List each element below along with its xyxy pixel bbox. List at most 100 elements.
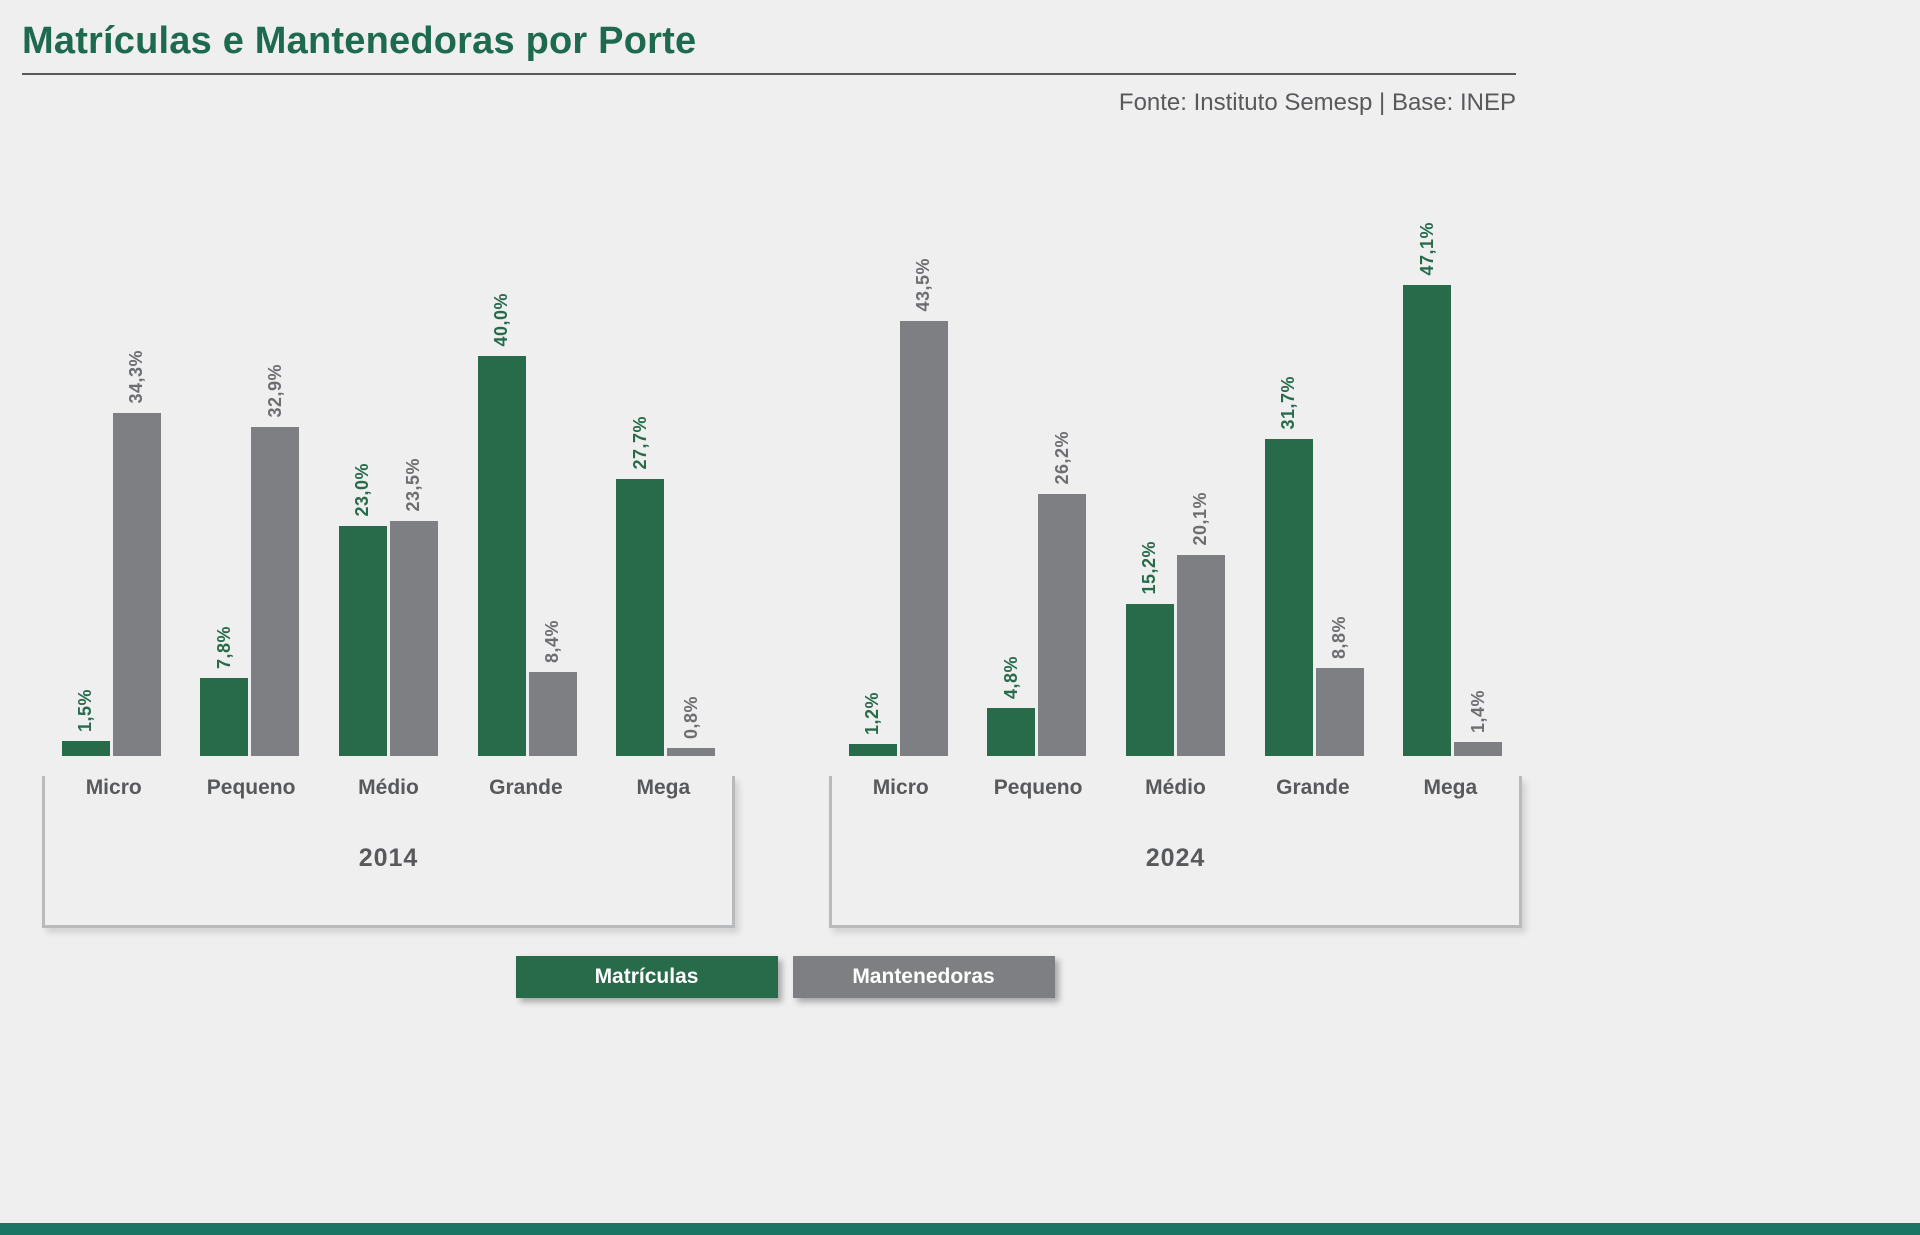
bar-matriculas bbox=[477, 356, 526, 756]
year-label-2014: 2014 bbox=[358, 844, 419, 872]
page-title: Matrículas e Mantenedoras por Porte bbox=[22, 20, 697, 62]
bar-pair: 40,0% 8,4% bbox=[477, 203, 577, 756]
bar-matriculas bbox=[338, 526, 387, 756]
year-bracket-2014: Micro Pequeno Médio Grande Mega 2014 bbox=[42, 776, 735, 928]
bar-matriculas bbox=[1403, 285, 1452, 756]
value-label-mantenedoras: 32,9% bbox=[264, 364, 285, 418]
bar-mantenedoras bbox=[899, 321, 948, 756]
bar-group: 47,1% 1,4% bbox=[1383, 203, 1522, 756]
value-label-mantenedoras: 43,5% bbox=[913, 258, 934, 312]
value-label-matriculas: 4,8% bbox=[1000, 655, 1021, 699]
bar-group: 1,2% 43,5% bbox=[829, 203, 968, 756]
bar-column: 1,5% bbox=[61, 203, 110, 756]
header: Matrículas e Mantenedoras por Porte Font… bbox=[0, 0, 1516, 117]
bar-column: 26,2% bbox=[1038, 203, 1087, 756]
value-label-matriculas: 31,7% bbox=[1278, 376, 1299, 430]
category-label: Médio bbox=[358, 776, 419, 799]
bar-mantenedoras bbox=[528, 672, 577, 756]
category-label: Pequeno bbox=[206, 776, 296, 799]
bar-matriculas bbox=[848, 744, 897, 756]
value-label-matriculas: 1,5% bbox=[75, 688, 96, 732]
value-label-mantenedoras: 8,8% bbox=[1329, 615, 1350, 659]
bar-mantenedoras bbox=[389, 521, 438, 756]
bar-mantenedoras bbox=[1176, 555, 1225, 756]
legend: Matrículas Mantenedoras bbox=[0, 956, 1570, 998]
charts-area: 1,5% 34,3% 7,8% 32,9% 23,0% 23,5% 40,0% 8,4% 27,… bbox=[42, 203, 1920, 928]
bar-pair: 47,1% 1,4% bbox=[1403, 203, 1503, 756]
bar-mantenedoras bbox=[1454, 742, 1503, 756]
bar-matriculas bbox=[1264, 439, 1313, 756]
year-bracket-2024: Micro Pequeno Médio Grande Mega 2024 bbox=[829, 776, 1522, 928]
value-label-matriculas: 40,0% bbox=[491, 293, 512, 347]
bar-column: 1,4% bbox=[1454, 203, 1503, 756]
value-label-mantenedoras: 23,5% bbox=[403, 458, 424, 512]
category-label: Mega bbox=[1423, 776, 1478, 799]
category-label: Pequeno bbox=[993, 776, 1083, 799]
bar-column: 7,8% bbox=[200, 203, 249, 756]
bar-group: 15,2% 20,1% bbox=[1106, 203, 1245, 756]
bar-column: 34,3% bbox=[112, 203, 161, 756]
bar-column: 40,0% bbox=[477, 203, 526, 756]
bar-column: 0,8% bbox=[667, 203, 716, 756]
value-label-matriculas: 27,7% bbox=[629, 416, 650, 470]
year-label-2024: 2024 bbox=[1145, 844, 1206, 872]
source-text: Fonte: Instituto Semesp | Base: INEP bbox=[1118, 89, 1516, 116]
bar-matriculas bbox=[1125, 604, 1174, 756]
value-label-matriculas: 47,1% bbox=[1416, 222, 1437, 276]
bar-group: 31,7% 8,8% bbox=[1245, 203, 1384, 756]
category-row-2024: Micro Pequeno Médio Grande Mega bbox=[832, 776, 1519, 800]
legend-item-mantenedoras: Mantenedoras bbox=[792, 956, 1055, 998]
value-label-matriculas: 1,2% bbox=[862, 691, 883, 735]
bar-column: 8,8% bbox=[1315, 203, 1364, 756]
bar-mantenedoras bbox=[1038, 494, 1087, 756]
category-label: Mega bbox=[636, 776, 691, 799]
bar-group: 1,5% 34,3% bbox=[42, 203, 181, 756]
footer-strip bbox=[0, 1223, 1920, 1235]
bar-column: 15,2% bbox=[1125, 203, 1174, 756]
bar-column: 47,1% bbox=[1403, 203, 1452, 756]
bars-area-2014: 1,5% 34,3% 7,8% 32,9% 23,0% 23,5% 40,0% 8,4% 27,… bbox=[42, 203, 735, 756]
title-rule bbox=[22, 73, 1516, 75]
bar-pair: 23,0% 23,5% bbox=[338, 203, 438, 756]
value-label-mantenedoras: 34,3% bbox=[126, 350, 147, 404]
bar-pair: 15,2% 20,1% bbox=[1125, 203, 1225, 756]
value-label-mantenedoras: 8,4% bbox=[542, 619, 563, 663]
bars-area-2024: 1,2% 43,5% 4,8% 26,2% 15,2% 20,1% 31,7% 8,8% 47,… bbox=[829, 203, 1522, 756]
chart-2014: 1,5% 34,3% 7,8% 32,9% 23,0% 23,5% 40,0% 8,4% 27,… bbox=[42, 203, 735, 928]
bar-pair: 7,8% 32,9% bbox=[200, 203, 300, 756]
bar-mantenedoras bbox=[251, 427, 300, 756]
legend-item-matriculas: Matrículas bbox=[515, 956, 778, 998]
bar-pair: 4,8% 26,2% bbox=[987, 203, 1087, 756]
bar-column: 23,5% bbox=[389, 203, 438, 756]
bar-pair: 1,2% 43,5% bbox=[848, 203, 948, 756]
bar-mantenedoras bbox=[1315, 668, 1364, 756]
bar-column: 31,7% bbox=[1264, 203, 1313, 756]
bar-column: 8,4% bbox=[528, 203, 577, 756]
bar-column: 23,0% bbox=[338, 203, 387, 756]
bar-column: 43,5% bbox=[899, 203, 948, 756]
bar-column: 32,9% bbox=[251, 203, 300, 756]
value-label-matriculas: 23,0% bbox=[352, 463, 373, 517]
bar-pair: 31,7% 8,8% bbox=[1264, 203, 1364, 756]
bar-group: 7,8% 32,9% bbox=[181, 203, 320, 756]
bar-matriculas bbox=[987, 708, 1036, 756]
value-label-mantenedoras: 1,4% bbox=[1467, 689, 1488, 733]
value-label-mantenedoras: 20,1% bbox=[1190, 492, 1211, 546]
category-label: Grande bbox=[1276, 776, 1350, 799]
value-label-mantenedoras: 26,2% bbox=[1051, 431, 1072, 485]
category-label: Micro bbox=[85, 776, 142, 799]
bar-matriculas bbox=[616, 479, 665, 756]
value-label-matriculas: 7,8% bbox=[213, 625, 234, 669]
bar-group: 40,0% 8,4% bbox=[458, 203, 597, 756]
category-label: Médio bbox=[1145, 776, 1206, 799]
category-row-2014: Micro Pequeno Médio Grande Mega bbox=[45, 776, 732, 800]
bar-group: 23,0% 23,5% bbox=[319, 203, 458, 756]
bar-pair: 1,5% 34,3% bbox=[61, 203, 161, 756]
value-label-matriculas: 15,2% bbox=[1139, 541, 1160, 595]
bar-group: 27,7% 0,8% bbox=[596, 203, 735, 756]
category-label: Micro bbox=[872, 776, 929, 799]
bar-mantenedoras bbox=[112, 413, 161, 756]
category-label: Grande bbox=[489, 776, 563, 799]
value-label-mantenedoras: 0,8% bbox=[680, 695, 701, 739]
